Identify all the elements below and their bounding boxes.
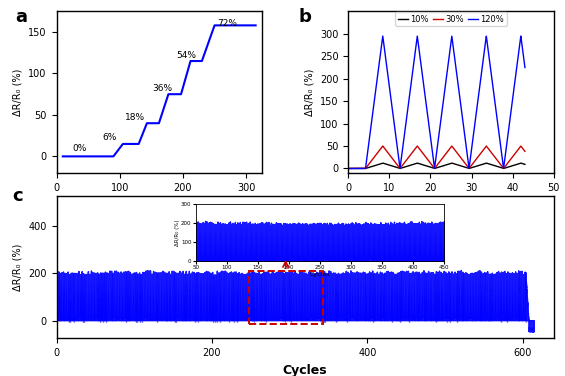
Text: b: b <box>299 8 312 26</box>
Text: c: c <box>12 187 23 205</box>
120% <box>412 43 419 48</box>
10% <box>518 161 525 165</box>
30% <box>521 149 528 154</box>
10% <box>412 161 419 166</box>
30% <box>518 145 525 149</box>
10% <box>499 166 506 170</box>
Text: 18%: 18% <box>125 112 145 121</box>
30% <box>376 149 383 153</box>
10% <box>345 166 351 171</box>
30% <box>345 166 351 171</box>
120% <box>420 83 427 88</box>
10% <box>521 162 528 167</box>
Legend: 10%, 30%, 120%: 10%, 30%, 120% <box>395 12 507 26</box>
120% <box>518 39 525 44</box>
10% <box>376 162 383 167</box>
10% <box>420 163 427 167</box>
Text: 36%: 36% <box>153 83 173 92</box>
Text: 54%: 54% <box>177 51 197 60</box>
X-axis label: Time (s): Time (s) <box>133 198 185 208</box>
Line: 10%: 10% <box>348 163 525 168</box>
Line: 30%: 30% <box>348 146 525 168</box>
Y-axis label: ΔR/R₀ (%): ΔR/R₀ (%) <box>13 68 23 116</box>
120% <box>499 158 506 162</box>
30% <box>365 162 372 167</box>
120% <box>379 34 386 38</box>
X-axis label: Cycles: Cycles <box>283 364 327 376</box>
30% <box>379 144 386 148</box>
Bar <box>249 271 323 323</box>
X-axis label: Time (s): Time (s) <box>425 198 477 208</box>
Y-axis label: ΔR/R₀ (%): ΔR/R₀ (%) <box>13 243 23 291</box>
10% <box>365 165 372 170</box>
120% <box>376 64 383 68</box>
Text: 0%: 0% <box>72 144 86 153</box>
30% <box>499 165 506 169</box>
Line: 120%: 120% <box>348 36 525 168</box>
30% <box>420 152 427 157</box>
Y-axis label: ΔR/R₀ (%): ΔR/R₀ (%) <box>305 68 314 116</box>
Text: 6%: 6% <box>102 133 116 142</box>
Text: a: a <box>15 8 28 26</box>
10% <box>379 161 386 165</box>
120% <box>521 65 528 70</box>
120% <box>365 144 372 149</box>
Text: 72%: 72% <box>218 19 238 28</box>
30% <box>412 146 419 150</box>
120% <box>345 166 351 171</box>
